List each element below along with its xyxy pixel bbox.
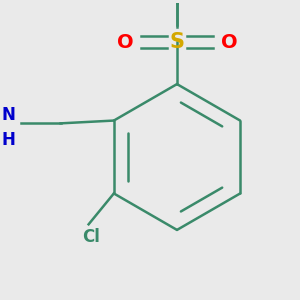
Text: S: S [169, 32, 184, 52]
Text: O: O [220, 32, 237, 52]
Text: Cl: Cl [82, 228, 100, 246]
Text: H: H [2, 131, 16, 149]
Text: N: N [2, 106, 16, 124]
Text: O: O [117, 32, 134, 52]
